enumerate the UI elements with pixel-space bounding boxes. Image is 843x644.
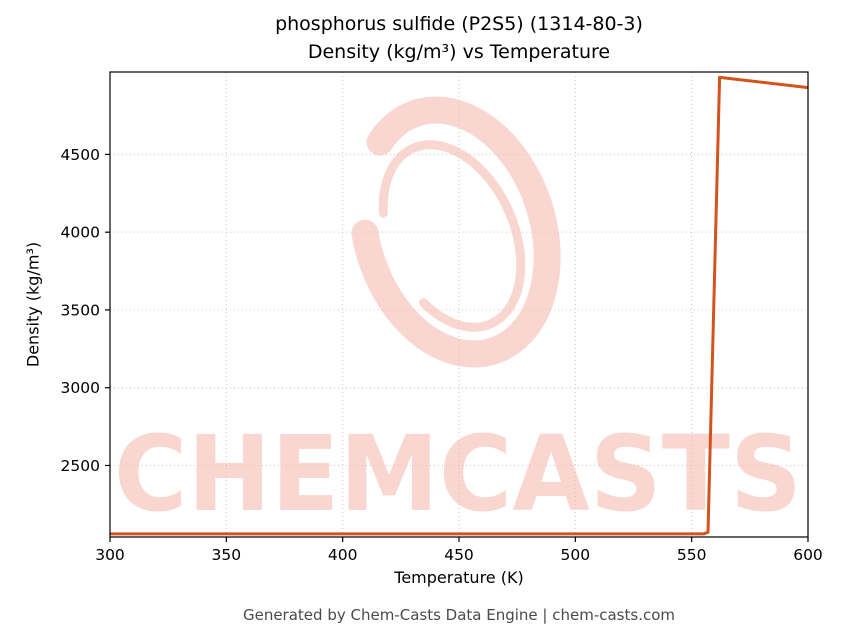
y-tick-label: 4000	[61, 224, 100, 242]
x-tick-label: 400	[328, 546, 358, 564]
x-tick-label: 300	[95, 546, 125, 564]
x-tick-label: 500	[561, 546, 591, 564]
y-tick-label: 2500	[61, 457, 100, 475]
x-tick-label: 600	[793, 546, 823, 564]
footer-text: Generated by Chem-Casts Data Engine | ch…	[242, 606, 676, 624]
y-tick-label: 3000	[61, 379, 100, 397]
data-line	[110, 75, 809, 536]
y-tick-label: 4500	[61, 146, 100, 164]
chart-title-line1: phosphorus sulfide (P2S5) (1314-80-3)	[275, 13, 643, 35]
watermark-logo	[349, 96, 561, 368]
x-tick-label: 450	[444, 546, 474, 564]
y-tick-label: 3500	[61, 301, 100, 319]
watermark-text: CHEMCASTS	[114, 413, 802, 535]
x-tick-label: 550	[677, 546, 707, 564]
axis-ticks: 300 350 400 450 500 550 600 2500 3000 3500 4000 450…	[61, 146, 823, 564]
x-tick-label: 350	[212, 546, 242, 564]
chart-title-line2: Density (kg/m³) vs Temperature	[307, 41, 611, 63]
x-axis-label: Temperature (K)	[394, 568, 524, 587]
chart-title: phosphorus sulfide (P2S5) (1314-80-3) De…	[110, 10, 808, 66]
